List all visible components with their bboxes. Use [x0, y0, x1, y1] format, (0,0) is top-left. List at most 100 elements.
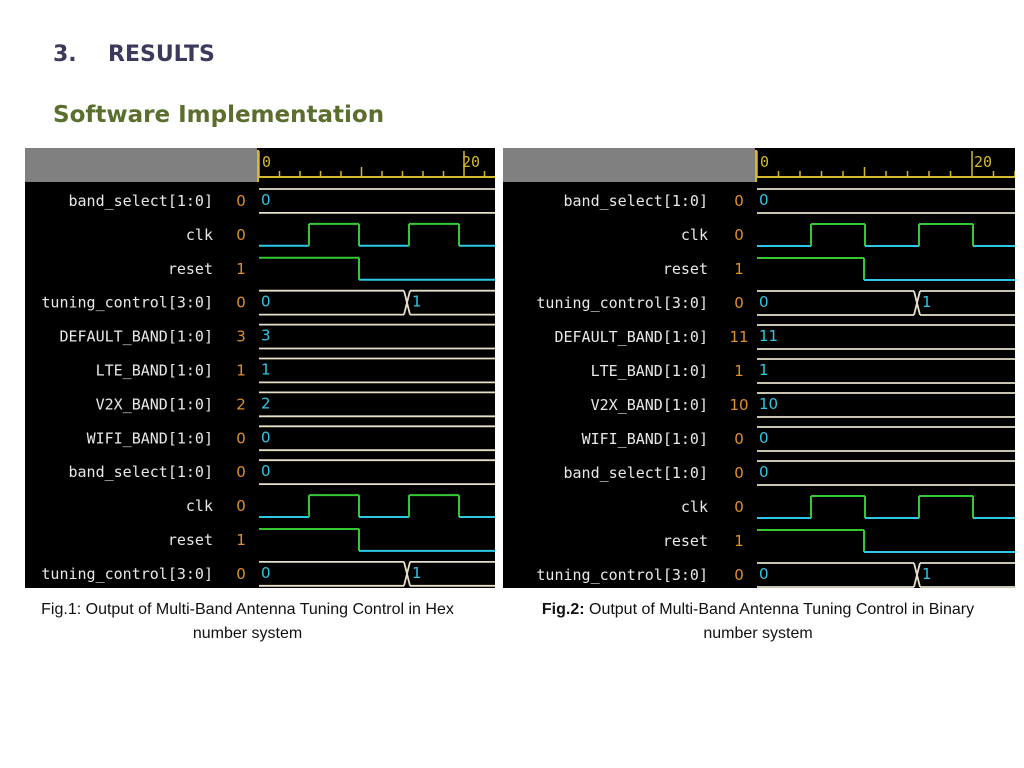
signal-name: reset — [168, 531, 213, 549]
signal-value: 0 — [236, 192, 246, 210]
signal-value: 10 — [729, 396, 748, 414]
bus-value-label: 0 — [261, 462, 271, 480]
signal-name: band_select[1:0] — [564, 192, 709, 210]
signal-row: band_select[1:0] 0 0 — [69, 459, 495, 486]
bus-value-label: 3 — [261, 327, 271, 345]
waveform-figure-hex: 0 20 band_select[1:0] 0 0 clk 0 reset 1 tuning_co… — [25, 148, 495, 588]
caption-label: Fig.2: — [541, 601, 585, 618]
signal-name: clk — [186, 497, 213, 515]
bus-value-label: 0 — [261, 191, 271, 209]
signal-name: WIFI_BAND[1:0] — [87, 429, 213, 447]
figure-caption-hex: Fig.1: Output of Multi-Band Antenna Tuni… — [20, 598, 475, 646]
bus-value-label: 0 — [759, 463, 769, 481]
bus-value-label: 1 — [261, 360, 271, 378]
signal-value: 0 — [236, 497, 246, 515]
caption-text: Fig.1: Output of Multi-Band Antenna Tuni… — [41, 601, 454, 642]
signal-value: 0 — [236, 429, 246, 447]
bus-value-label: 0 — [759, 565, 769, 583]
signal-row: LTE_BAND[1:0] 1 1 — [591, 358, 1015, 384]
signal-row: band_select[1:0] 0 0 — [564, 460, 1015, 486]
signal-name: clk — [681, 498, 708, 516]
section-number: 3. — [53, 42, 77, 67]
signal-value: 0 — [236, 463, 246, 481]
signal-value: 1 — [236, 531, 246, 549]
signal-row: reset 1 — [168, 256, 495, 281]
signal-name: reset — [168, 260, 213, 278]
bus-transition — [403, 290, 411, 315]
signal-value: 2 — [236, 395, 246, 413]
signal-name: LTE_BAND[1:0] — [96, 361, 213, 379]
signal-value: 3 — [236, 328, 246, 346]
bus-value-label: 0 — [759, 429, 769, 447]
signal-value: 0 — [734, 566, 744, 584]
ruler-tick-label: 0 — [262, 153, 271, 171]
signal-name: reset — [663, 532, 708, 550]
signal-name: WIFI_BAND[1:0] — [582, 430, 708, 448]
ruler-tick-label: 0 — [760, 153, 769, 171]
waveform-figure-binary: 0 20 band_select[1:0] 0 0 clk 0 reset 1 tuning_co… — [503, 148, 1015, 588]
signal-header-bar — [503, 148, 755, 182]
bus-value-label: 0 — [759, 293, 769, 311]
signal-row: WIFI_BAND[1:0] 0 0 — [87, 425, 495, 452]
signal-row: LTE_BAND[1:0] 1 1 — [96, 357, 495, 384]
signal-row: clk 0 — [186, 494, 495, 518]
signal-name: tuning_control[3:0] — [41, 294, 213, 312]
ruler-tick-label: 20 — [462, 153, 480, 171]
signal-name: tuning_control[3:0] — [41, 565, 213, 583]
signal-name: band_select[1:0] — [564, 464, 709, 482]
signal-row: reset 1 — [168, 528, 495, 552]
bus-value-label: 1 — [412, 564, 422, 582]
signal-value: 0 — [734, 498, 744, 516]
signal-value: 0 — [734, 192, 744, 210]
signal-row: tuning_control[3:0] 0 0 1 — [536, 290, 1015, 316]
signal-name: clk — [186, 226, 213, 244]
bus-value-label: 1 — [922, 293, 932, 311]
bus-transition — [913, 290, 921, 316]
bus-value-label: 1 — [412, 293, 422, 311]
bus-value-label: 1 — [759, 361, 769, 379]
bus-transition — [913, 562, 921, 588]
section-heading: 3. RESULTS — [53, 42, 215, 67]
signal-value: 1 — [236, 260, 246, 278]
signal-value: 0 — [734, 294, 744, 312]
signal-value: 0 — [236, 565, 246, 583]
signal-name: V2X_BAND[1:0] — [96, 395, 213, 413]
caption-text: Output of Multi-Band Antenna Tuning Cont… — [584, 601, 975, 642]
signal-row: WIFI_BAND[1:0] 0 0 — [582, 426, 1015, 452]
signal-name: DEFAULT_BAND[1:0] — [554, 328, 708, 346]
signal-header-bar — [25, 148, 257, 182]
signal-name: tuning_control[3:0] — [536, 294, 708, 312]
signal-name: reset — [663, 260, 708, 278]
signal-name: LTE_BAND[1:0] — [591, 362, 708, 380]
signal-name: band_select[1:0] — [69, 463, 214, 481]
bus-value-label: 0 — [261, 564, 271, 582]
signal-row: clk 0 — [681, 495, 1015, 519]
bus-value-label: 10 — [759, 395, 778, 413]
signal-value: 1 — [734, 362, 744, 380]
signal-name: band_select[1:0] — [69, 192, 214, 210]
bus-value-label: 1 — [922, 565, 932, 583]
subsection-heading: Software Implementation — [53, 102, 385, 128]
signal-row: reset 1 — [663, 257, 1015, 281]
signal-name: tuning_control[3:0] — [536, 566, 708, 584]
signal-row: DEFAULT_BAND[1:0] 11 11 — [554, 324, 1015, 350]
signal-value: 0 — [734, 226, 744, 244]
bus-value-label: 0 — [261, 428, 271, 446]
signal-row: tuning_control[3:0] 0 0 1 — [41, 289, 495, 316]
bus-transition — [403, 561, 411, 587]
bus-value-label: 11 — [759, 327, 778, 345]
signal-value: 0 — [236, 226, 246, 244]
signal-name: DEFAULT_BAND[1:0] — [59, 328, 213, 346]
figure-caption-binary: Fig.2: Output of Multi-Band Antenna Tuni… — [540, 598, 976, 646]
signal-row: clk 0 — [681, 223, 1015, 247]
signal-value: 11 — [729, 328, 748, 346]
signal-value: 0 — [236, 294, 246, 312]
section-title: RESULTS — [108, 42, 215, 67]
signal-value: 0 — [734, 430, 744, 448]
signal-value: 0 — [734, 464, 744, 482]
signal-name: clk — [681, 226, 708, 244]
signal-row: band_select[1:0] 0 0 — [564, 188, 1015, 214]
signal-row: V2X_BAND[1:0] 2 2 — [96, 391, 495, 418]
